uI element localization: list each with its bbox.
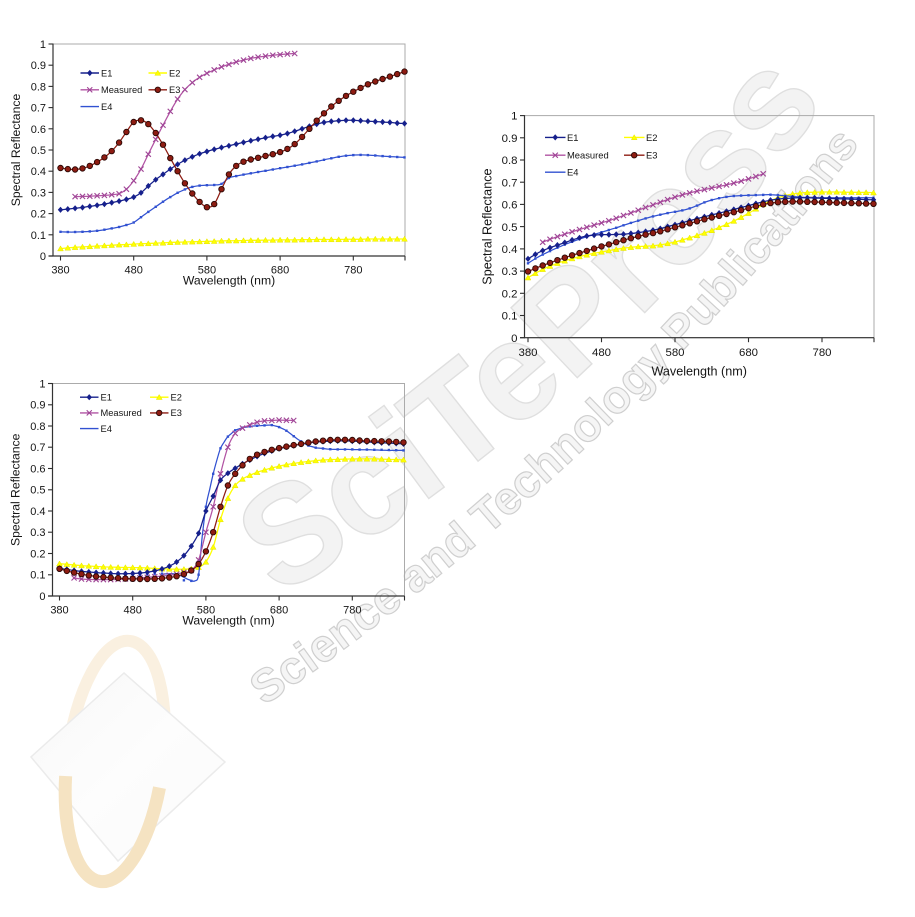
svg-text:E3: E3 [169,85,180,95]
svg-text:780: 780 [343,605,361,617]
svg-text:0.3: 0.3 [502,266,518,278]
svg-text:0.7: 0.7 [502,177,518,189]
svg-text:E1: E1 [101,68,112,78]
svg-text:0.7: 0.7 [31,103,46,115]
svg-text:0.7: 0.7 [30,442,45,454]
svg-text:1: 1 [40,39,46,51]
svg-text:0.3: 0.3 [31,187,46,199]
svg-text:0.9: 0.9 [31,60,46,72]
svg-text:E3: E3 [171,408,182,418]
svg-text:E4: E4 [567,167,578,178]
svg-text:580: 580 [198,265,216,277]
svg-text:0.8: 0.8 [502,155,518,167]
svg-text:0: 0 [40,251,46,263]
svg-text:0.9: 0.9 [502,133,518,145]
svg-text:480: 480 [592,347,611,359]
svg-text:0.4: 0.4 [31,166,46,178]
svg-text:0.5: 0.5 [31,145,46,157]
svg-text:780: 780 [812,347,831,359]
svg-text:E2: E2 [169,68,180,78]
svg-text:Measured: Measured [101,408,142,418]
svg-text:0.1: 0.1 [502,311,518,323]
svg-text:0.6: 0.6 [30,464,45,476]
svg-text:0.9: 0.9 [30,400,45,412]
svg-text:0.5: 0.5 [30,485,45,497]
svg-text:E1: E1 [101,393,112,403]
svg-text:0.8: 0.8 [30,421,45,433]
svg-text:0.4: 0.4 [30,506,45,518]
svg-text:480: 480 [124,605,142,617]
svg-text:0.2: 0.2 [30,549,45,561]
svg-text:0: 0 [511,333,517,345]
svg-text:0.2: 0.2 [31,209,46,221]
svg-text:Spectral Reflectance: Spectral Reflectance [481,168,495,284]
svg-text:Wavelength (nm): Wavelength (nm) [651,365,746,379]
svg-text:680: 680 [270,605,288,617]
svg-text:0.1: 0.1 [31,230,46,242]
svg-text:E4: E4 [101,424,112,434]
svg-text:E2: E2 [646,132,657,143]
svg-text:Wavelength (nm): Wavelength (nm) [183,274,275,288]
svg-text:380: 380 [50,605,68,617]
svg-text:0.6: 0.6 [502,200,518,212]
svg-text:580: 580 [197,605,215,617]
svg-text:1: 1 [39,379,45,391]
svg-text:0.3: 0.3 [30,527,45,539]
svg-text:380: 380 [518,347,537,359]
svg-text:680: 680 [739,347,758,359]
svg-text:0.6: 0.6 [31,124,46,136]
svg-text:0: 0 [39,591,45,603]
svg-text:480: 480 [125,265,143,277]
svg-text:0.5: 0.5 [502,222,518,234]
svg-text:Measured: Measured [101,85,142,95]
svg-text:Spectral Reflectance: Spectral Reflectance [9,433,23,546]
svg-text:E2: E2 [171,393,182,403]
svg-text:380: 380 [51,265,69,277]
svg-text:Spectral Reflectance: Spectral Reflectance [9,94,23,207]
svg-text:Measured: Measured [567,150,609,161]
svg-text:680: 680 [271,265,289,277]
svg-text:580: 580 [665,347,684,359]
svg-text:780: 780 [344,265,362,277]
svg-text:E3: E3 [646,150,657,161]
svg-text:E4: E4 [101,102,112,112]
svg-text:E1: E1 [567,132,578,143]
svg-text:SciTePress: SciTePress [211,24,850,623]
svg-text:Wavelength (nm): Wavelength (nm) [182,614,274,628]
svg-text:0.2: 0.2 [502,288,518,300]
svg-text:1: 1 [511,111,517,123]
svg-text:0.4: 0.4 [502,244,518,256]
svg-text:0.1: 0.1 [30,570,45,582]
svg-text:0.8: 0.8 [31,81,46,93]
